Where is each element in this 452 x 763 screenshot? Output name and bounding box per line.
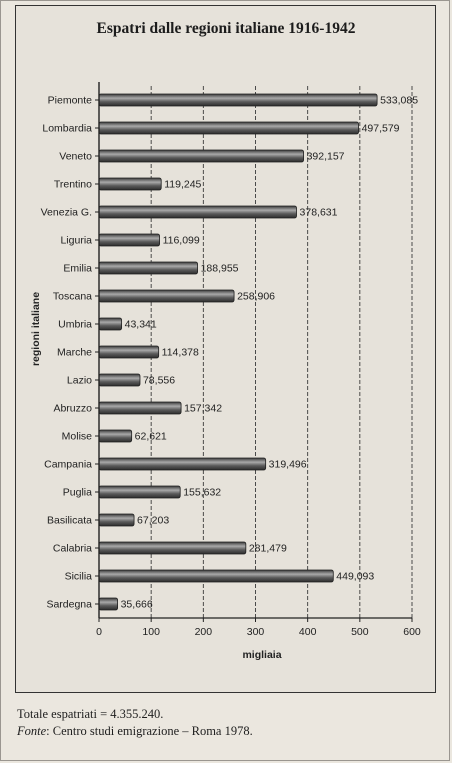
data-label: 533,085	[380, 95, 418, 107]
bar	[98, 177, 162, 191]
source-text: : Centro studi emigrazione – Roma 1978.	[46, 724, 253, 738]
category-label: Puglia	[63, 487, 92, 499]
data-label: 378,631	[300, 207, 338, 219]
category-label: Venezia G.	[41, 207, 92, 219]
x-tick-label: 400	[299, 626, 317, 638]
bar	[98, 205, 297, 219]
data-label: 116,099	[163, 235, 200, 247]
source-label: Fonte	[17, 724, 47, 738]
x-tick-label: 100	[142, 626, 160, 638]
bar	[98, 513, 135, 527]
bar	[98, 541, 247, 555]
category-label: Trentino	[54, 179, 92, 191]
total-note: Totale espatriati = 4.355.240.	[17, 707, 164, 721]
bar	[98, 233, 160, 247]
bar	[98, 373, 141, 387]
chart-frame: Espatri dalle regioni italiane 1916-1942…	[15, 5, 436, 693]
data-label: 281,479	[249, 543, 287, 555]
x-tick-label: 0	[96, 626, 102, 638]
data-label: 319,496	[269, 459, 307, 471]
data-label: 188,955	[201, 263, 239, 275]
category-label: Emilia	[63, 263, 92, 275]
bar-chart: Espatri dalle regioni italiane 1916-1942…	[30, 20, 421, 661]
bar	[98, 317, 123, 331]
source-note: Fonte: Centro studi emigrazione – Roma 1…	[17, 723, 437, 740]
footer: Totale espatriati = 4.355.240. Fonte: Ce…	[17, 706, 437, 740]
data-label: 155,632	[183, 487, 221, 499]
x-axis-title: migliaia	[242, 649, 281, 661]
category-label: Campania	[44, 459, 92, 471]
category-label: Toscana	[53, 291, 92, 303]
category-label: Piemonte	[48, 95, 93, 107]
bar	[98, 289, 235, 303]
category-label: Molise	[62, 431, 93, 443]
y-axis-title: regioni italiane	[30, 292, 42, 366]
data-label: 392,157	[307, 151, 345, 163]
data-label: 78,556	[143, 375, 175, 387]
bars-layer: 533,085 497,579 392,157 119,245 378,631 116,0…	[98, 93, 418, 611]
category-label: Calabria	[53, 543, 92, 555]
data-label: 157,342	[184, 403, 222, 415]
category-label: Abruzzo	[53, 403, 92, 415]
data-label: 449,093	[336, 571, 374, 583]
data-label: 62,621	[135, 431, 167, 443]
data-label: 497,579	[362, 123, 400, 135]
data-label: 119,245	[164, 179, 201, 191]
bar	[98, 429, 133, 443]
category-label: Umbria	[58, 319, 92, 331]
axis-layer: 0 100 200 300 400 500 600 Piemonte Lombardia Vene…	[41, 82, 421, 638]
category-label: Sardegna	[46, 599, 92, 611]
bar	[98, 93, 378, 107]
x-tick-label: 200	[195, 626, 213, 638]
chart-title: Espatri dalle regioni italiane 1916-1942	[97, 20, 356, 37]
bar	[98, 569, 334, 583]
bar	[98, 485, 181, 499]
category-label: Liguria	[60, 235, 92, 247]
data-label: 67,203	[137, 515, 169, 527]
x-tick-label: 600	[403, 626, 421, 638]
bar	[98, 457, 267, 471]
bar	[98, 261, 198, 275]
x-tick-label: 300	[247, 626, 265, 638]
category-label: Veneto	[59, 151, 92, 163]
category-label: Sicilia	[65, 571, 93, 583]
x-tick-label: 500	[351, 626, 369, 638]
bar	[98, 597, 119, 611]
data-label: 43,341	[125, 319, 157, 331]
data-label: 114,378	[162, 347, 199, 359]
data-label: 258,906	[237, 291, 275, 303]
category-label: Marche	[57, 347, 92, 359]
bar	[98, 345, 160, 359]
bar	[98, 401, 182, 415]
category-label: Basilicata	[47, 515, 92, 527]
category-label: Lombardia	[42, 123, 92, 135]
bar	[98, 121, 359, 135]
category-label: Lazio	[67, 375, 92, 387]
bar	[98, 149, 304, 163]
data-label: 35,666	[121, 599, 153, 611]
